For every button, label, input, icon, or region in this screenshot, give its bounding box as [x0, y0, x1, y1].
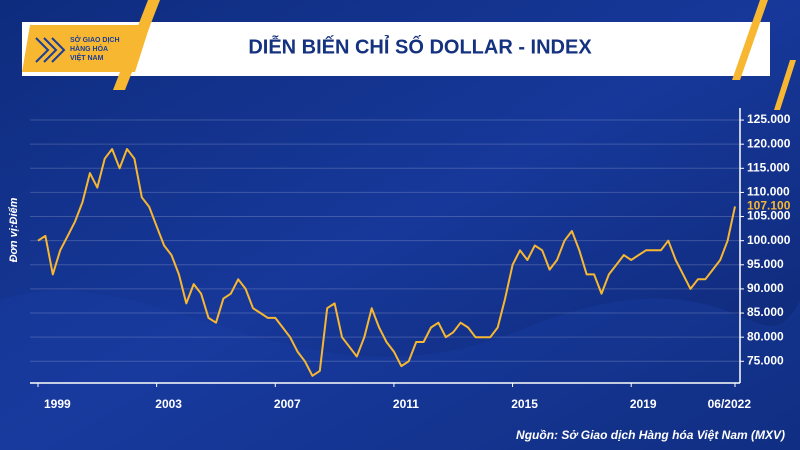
x-tick-label: 06/2022	[708, 397, 752, 411]
x-tick-label: 2007	[274, 397, 301, 411]
logo-text: SỞ GIAO DỊCH	[70, 35, 120, 44]
x-tick-label: 2015	[511, 397, 538, 411]
y-tick-label: 85.000	[747, 305, 784, 319]
y-tick-label: 75.000	[747, 353, 784, 367]
x-tick-label: 2003	[155, 397, 182, 411]
chart-title: DIỄN BIẾN CHỈ SỐ DOLLAR - INDEX	[248, 34, 592, 58]
y-tick-label: 115.000	[747, 160, 790, 174]
source: Nguồn: Sở Giao dịch Hàng hóa Việt Nam (M…	[516, 428, 785, 442]
x-tick-label: 2019	[630, 397, 657, 411]
logo-text: HÀNG HÓA	[70, 44, 108, 53]
y-tick-label: 90.000	[747, 281, 784, 295]
value-label: 107.100	[747, 199, 791, 213]
x-tick-label: 1999	[44, 397, 71, 411]
y-tick-label: 120.000	[747, 136, 791, 150]
y-tick-label: 100.000	[747, 233, 791, 247]
x-tick-label: 2011	[393, 397, 419, 411]
y-tick-label: 125.000	[747, 112, 791, 126]
decor-stripe	[732, 0, 768, 80]
y-tick-label: 110.000	[747, 185, 790, 199]
y-tick-label: 105.000	[747, 209, 791, 223]
y-tick-label: 95.000	[747, 257, 784, 271]
logo-text: VIỆT NAM	[70, 53, 104, 62]
data-line	[37, 148, 736, 377]
decor-wave	[0, 290, 800, 450]
decor-stripe	[774, 60, 796, 110]
y-tick-label: 80.000	[747, 329, 784, 343]
logo-mark	[35, 37, 66, 63]
y-axis-label: Đơn vị:Điểm	[8, 197, 20, 262]
